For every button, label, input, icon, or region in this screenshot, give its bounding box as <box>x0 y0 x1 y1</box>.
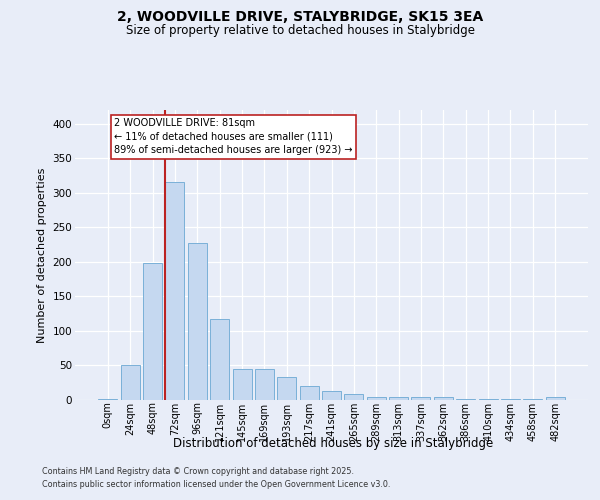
Bar <box>456 398 475 400</box>
Bar <box>143 262 162 400</box>
Bar <box>501 398 520 400</box>
Bar <box>367 396 386 400</box>
Bar <box>233 369 251 400</box>
Bar <box>166 182 184 400</box>
Bar <box>299 386 319 400</box>
Text: 2 WOODVILLE DRIVE: 81sqm
← 11% of detached houses are smaller (111)
89% of semi-: 2 WOODVILLE DRIVE: 81sqm ← 11% of detach… <box>114 118 353 156</box>
Text: Contains HM Land Registry data © Crown copyright and database right 2025.: Contains HM Land Registry data © Crown c… <box>42 467 354 476</box>
Bar <box>479 398 497 400</box>
Bar <box>121 365 140 400</box>
Bar <box>344 394 364 400</box>
Bar <box>277 377 296 400</box>
Text: Size of property relative to detached houses in Stalybridge: Size of property relative to detached ho… <box>125 24 475 37</box>
Bar <box>188 242 207 400</box>
Bar <box>98 398 118 400</box>
Bar <box>255 369 274 400</box>
Text: Contains public sector information licensed under the Open Government Licence v3: Contains public sector information licen… <box>42 480 391 489</box>
Text: 2, WOODVILLE DRIVE, STALYBRIDGE, SK15 3EA: 2, WOODVILLE DRIVE, STALYBRIDGE, SK15 3E… <box>117 10 483 24</box>
Bar <box>389 396 408 400</box>
Text: Distribution of detached houses by size in Stalybridge: Distribution of detached houses by size … <box>173 438 493 450</box>
Bar <box>434 396 453 400</box>
Bar <box>210 319 229 400</box>
Bar <box>322 391 341 400</box>
Y-axis label: Number of detached properties: Number of detached properties <box>37 168 47 342</box>
Bar <box>412 397 430 400</box>
Bar <box>545 396 565 400</box>
